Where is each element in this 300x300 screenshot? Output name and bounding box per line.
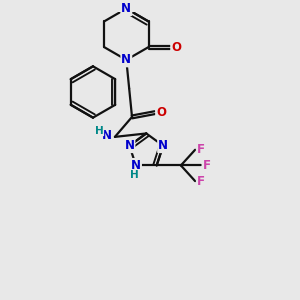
Text: N: N [158, 139, 168, 152]
Text: F: F [197, 175, 205, 188]
Text: H: H [130, 169, 139, 180]
Text: O: O [156, 106, 166, 119]
Text: F: F [202, 159, 211, 172]
Text: H: H [95, 126, 103, 136]
Text: N: N [102, 129, 112, 142]
Text: N: N [121, 53, 131, 66]
Text: O: O [171, 40, 181, 54]
Text: N: N [131, 159, 141, 172]
Text: N: N [131, 159, 141, 172]
Text: F: F [197, 143, 205, 156]
Text: N: N [124, 139, 134, 152]
Text: N: N [121, 2, 131, 15]
